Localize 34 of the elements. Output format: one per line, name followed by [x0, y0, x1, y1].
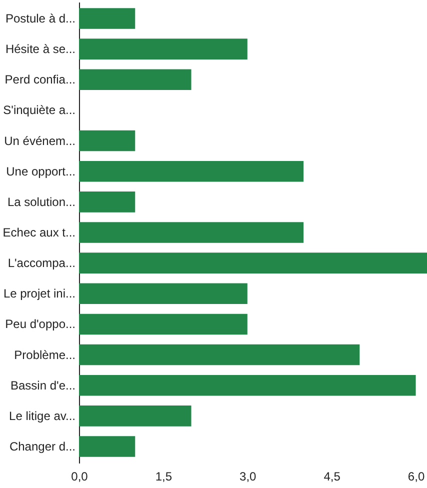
- y-tick-label: Le projet ini...: [3, 286, 76, 301]
- bar: [79, 38, 248, 60]
- bar: [79, 8, 136, 29]
- x-tick-label: 0,0: [71, 470, 88, 484]
- y-tick-label: Une opport...: [6, 164, 76, 178]
- bar: [79, 252, 427, 274]
- bar: [79, 283, 248, 304]
- bar: [79, 344, 360, 366]
- y-tick-label: L'accompa...: [8, 256, 76, 270]
- x-tick-label: 3,0: [240, 470, 257, 484]
- bar: [79, 222, 304, 243]
- y-tick-label: Postule à d...: [5, 12, 76, 26]
- y-tick-label: Hésite à se...: [5, 42, 76, 56]
- y-tick-label: Changer d...: [9, 439, 76, 454]
- bar: [79, 374, 416, 396]
- bar: [79, 192, 136, 212]
- bar: [79, 314, 248, 335]
- bar: [79, 436, 136, 457]
- y-tick-label: Perd confia...: [4, 72, 76, 87]
- x-tick-label: 6,0: [408, 470, 425, 484]
- y-tick-label: Un événem...: [4, 134, 76, 148]
- y-tick-label: Problème...: [14, 348, 76, 362]
- y-tick-label: Bassin d'e...: [10, 378, 76, 392]
- x-tick-label: 1,5: [155, 470, 172, 484]
- y-tick-label: S'inquiète a...: [3, 103, 76, 118]
- bar: [79, 160, 304, 182]
- y-tick-label: La solution...: [7, 194, 76, 209]
- bar: [79, 69, 192, 90]
- bar: [79, 406, 192, 426]
- x-tick-label: 4,5: [324, 470, 341, 484]
- y-tick-label: Le litige av...: [9, 408, 76, 423]
- y-tick-label: Echec aux t...: [2, 226, 76, 240]
- y-tick-label: Peu d'oppo...: [5, 317, 76, 332]
- bar: [79, 130, 136, 152]
